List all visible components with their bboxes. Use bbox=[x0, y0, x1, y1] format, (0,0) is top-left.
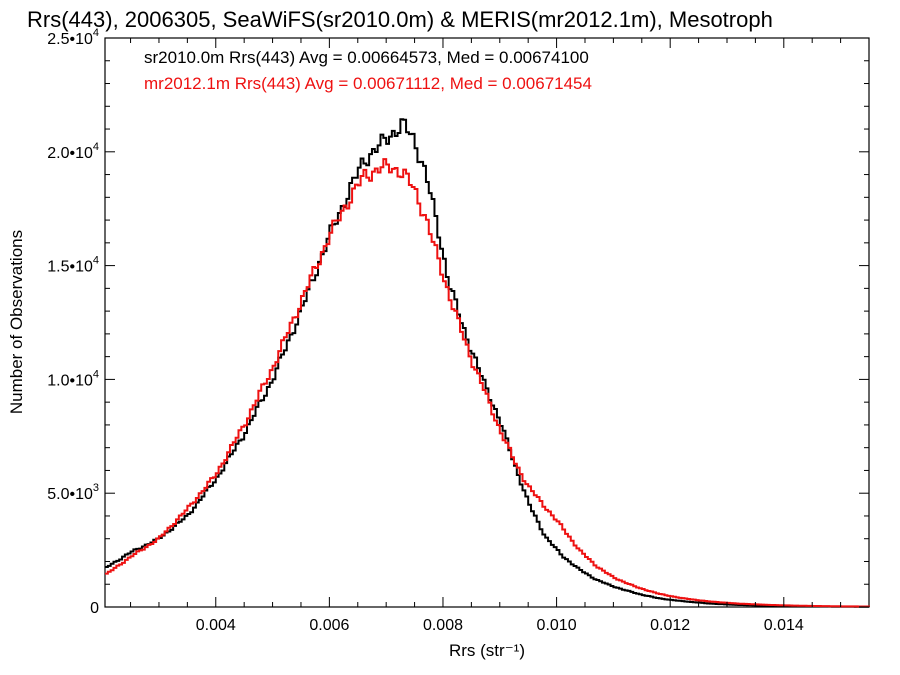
x-tick-label: 0.004 bbox=[196, 617, 236, 634]
x-tick-label: 0.012 bbox=[650, 617, 690, 634]
y-tick-label: 1.5•104 bbox=[47, 255, 99, 276]
legend-annotation: mr2012.1m Rrs(443) Avg = 0.00671112, Med… bbox=[144, 74, 592, 93]
x-tick-label: 0.014 bbox=[764, 617, 804, 634]
y-tick-label: 2.5•104 bbox=[47, 27, 99, 48]
legend: sr2010.0m Rrs(443) Avg = 0.00664573, Med… bbox=[144, 48, 592, 93]
plot-border bbox=[104, 37, 870, 608]
ticks-layer: 0.004 0.006 0.008 0.010 0.012 0.014 0 5.0•103 1.… bbox=[47, 27, 869, 634]
plot-frame bbox=[104, 37, 870, 608]
x-tick-label: 0.008 bbox=[423, 617, 463, 634]
x-axis-label: Rrs (str⁻¹) bbox=[449, 641, 525, 660]
legend-annotation: sr2010.0m Rrs(443) Avg = 0.00664573, Med… bbox=[144, 48, 589, 67]
y-axis-label: Number of Observations bbox=[7, 230, 26, 414]
y-tick-label: 2.0•104 bbox=[47, 141, 99, 162]
y-tick-label: 5.0•103 bbox=[47, 482, 99, 503]
y-tick-label: 1.0•104 bbox=[47, 368, 99, 389]
series-line-mr2012.1m bbox=[105, 158, 870, 608]
series-layer bbox=[105, 118, 870, 608]
x-tick-label: 0.010 bbox=[537, 617, 577, 634]
y-tick-label: 0 bbox=[90, 600, 99, 617]
chart-title: Rrs(443), 2006305, SeaWiFS(sr2010.0m) & … bbox=[27, 7, 773, 32]
x-tick-label: 0.006 bbox=[309, 617, 349, 634]
series-line-sr2010.0m bbox=[105, 118, 870, 608]
